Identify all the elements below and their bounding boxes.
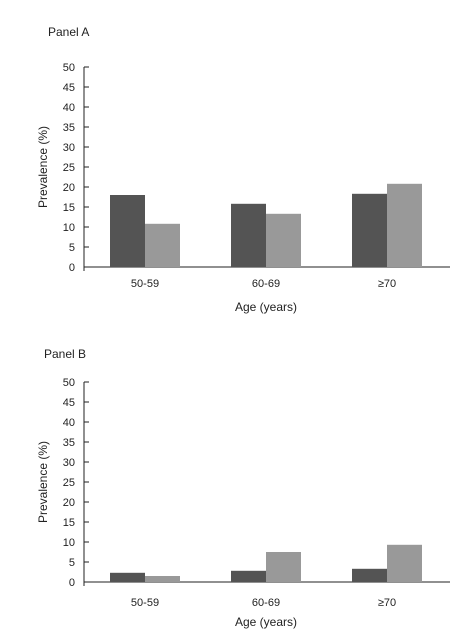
panel-b-y-tick-label: 10 [63, 537, 75, 549]
panel-b-bar-series-2-1 [145, 576, 180, 582]
panel-a-title: Panel A [48, 25, 89, 39]
panel-a-bars [110, 183, 422, 267]
panel-a-y-axis-title: Prevalence (%) [36, 126, 50, 208]
panel-b-category-label: ≥70 [378, 597, 396, 609]
panel-a-y-tick-label: 25 [63, 162, 75, 174]
panel-b-x-axis-title: Age (years) [235, 615, 297, 629]
panel-b-y-tick-label: 15 [63, 517, 75, 529]
panel-a-category-label: 50-59 [131, 278, 159, 290]
panel-b-category-labels: 50-59 60-69 ≥70 [131, 597, 396, 609]
panel-a-y-tick-label: 15 [63, 202, 75, 214]
panel-a-y-tick-label: 40 [63, 102, 75, 114]
panel-b-category-label: 50-59 [131, 597, 159, 609]
panel-a-y-tick-label: 10 [63, 222, 75, 234]
panel-b-bar-series-1-3 [352, 568, 387, 582]
panel-b-y-axis-title: Prevalence (%) [36, 441, 50, 523]
panel-a-y-tick-label: 5 [69, 242, 75, 254]
panel-b-y-tick-label: 5 [69, 557, 75, 569]
panel-a-y-tick-label: 30 [63, 142, 75, 154]
panel-a-category-label: ≥70 [378, 278, 396, 290]
panel-a-ticks: 0 5 10 15 20 25 30 35 40 45 50 [63, 62, 89, 274]
panel-b-y-tick-label: 40 [63, 417, 75, 429]
panel-b-bar-series-2-2 [266, 552, 301, 582]
panel-a-category-labels: 50-59 60-69 ≥70 [131, 278, 396, 290]
panel-b-category-label: 60-69 [252, 597, 280, 609]
panel-b-bar-series-1-1 [110, 572, 145, 582]
panel-b-y-tick-label: 35 [63, 437, 75, 449]
panel-b-ticks: 0 5 10 15 20 25 30 35 40 45 50 [63, 377, 89, 589]
panel-a-bar-series-1-3 [352, 193, 387, 267]
panel-b-bar-series-1-2 [231, 570, 266, 582]
panel-b-bars [110, 544, 422, 582]
panel-a-bar-series-2-3 [387, 183, 422, 267]
panel-a-category-label: 60-69 [252, 278, 280, 290]
panel-a: Panel A Prevalence (%) Age (years) 0 5 10 1… [36, 25, 450, 314]
panel-a-y-tick-label: 0 [69, 262, 75, 274]
panel-b-y-tick-label: 50 [63, 377, 75, 389]
panel-a-y-tick-label: 45 [63, 82, 75, 94]
panel-a-bar-series-1-1 [110, 195, 145, 267]
panel-b-y-tick-label: 25 [63, 477, 75, 489]
panel-a-y-tick-label: 35 [63, 122, 75, 134]
panel-b: Panel B Prevalence (%) Age (years) 0 5 10 1… [36, 347, 450, 629]
panel-b-title: Panel B [44, 347, 86, 361]
panel-a-bar-series-2-1 [145, 223, 180, 267]
panel-a-x-axis-title: Age (years) [235, 300, 297, 314]
panel-b-y-tick-label: 45 [63, 397, 75, 409]
panel-b-y-tick-label: 0 [69, 577, 75, 589]
panel-a-bar-series-1-2 [231, 203, 266, 267]
panel-a-y-tick-label: 20 [63, 182, 75, 194]
panel-b-y-tick-label: 20 [63, 497, 75, 509]
panel-b-bar-series-2-3 [387, 544, 422, 582]
panel-a-bar-series-2-2 [266, 213, 301, 267]
panel-b-y-tick-label: 30 [63, 457, 75, 469]
panel-a-y-tick-label: 50 [63, 62, 75, 74]
